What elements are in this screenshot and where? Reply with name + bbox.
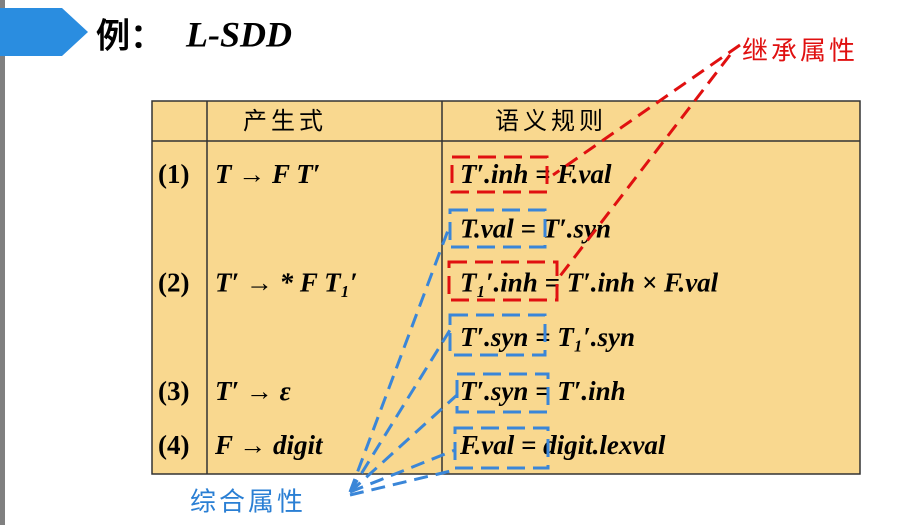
row-number: (4) bbox=[158, 430, 189, 460]
subtitle: L-SDD bbox=[185, 14, 292, 54]
title-arrow bbox=[0, 8, 88, 56]
semantic-rule: T′.syn = T₁′.syn bbox=[460, 322, 635, 352]
semantic-rule: T′.inh = F.val bbox=[460, 159, 612, 189]
semantic-rule: T₁′.inh = T′.inh × F.val bbox=[460, 268, 719, 298]
synthesized-label: 综合属性 bbox=[190, 488, 306, 518]
semantic-rule: T′.syn = T′.inh bbox=[460, 376, 626, 406]
production: T′ → * F T₁′ bbox=[215, 268, 358, 298]
inherited-label: 继承属性 bbox=[742, 37, 858, 67]
semantic-rule: T.val = T′.syn bbox=[460, 213, 611, 243]
semantic-rule: F.val = digit.lexval bbox=[459, 430, 666, 460]
column-header: 产生式 bbox=[243, 107, 327, 135]
production: T → F T′ bbox=[215, 159, 320, 189]
row-number: (1) bbox=[158, 159, 189, 189]
side-bar bbox=[0, 0, 5, 525]
dashed-boxes bbox=[447, 155, 559, 470]
title: 例： bbox=[96, 17, 164, 57]
production: F → digit bbox=[214, 430, 324, 460]
row-number: (3) bbox=[158, 376, 189, 406]
production: T′ → ε bbox=[215, 376, 291, 406]
row-number: (2) bbox=[158, 268, 189, 298]
pointer-lines bbox=[348, 43, 741, 497]
column-header: 语义规则 bbox=[495, 107, 607, 135]
